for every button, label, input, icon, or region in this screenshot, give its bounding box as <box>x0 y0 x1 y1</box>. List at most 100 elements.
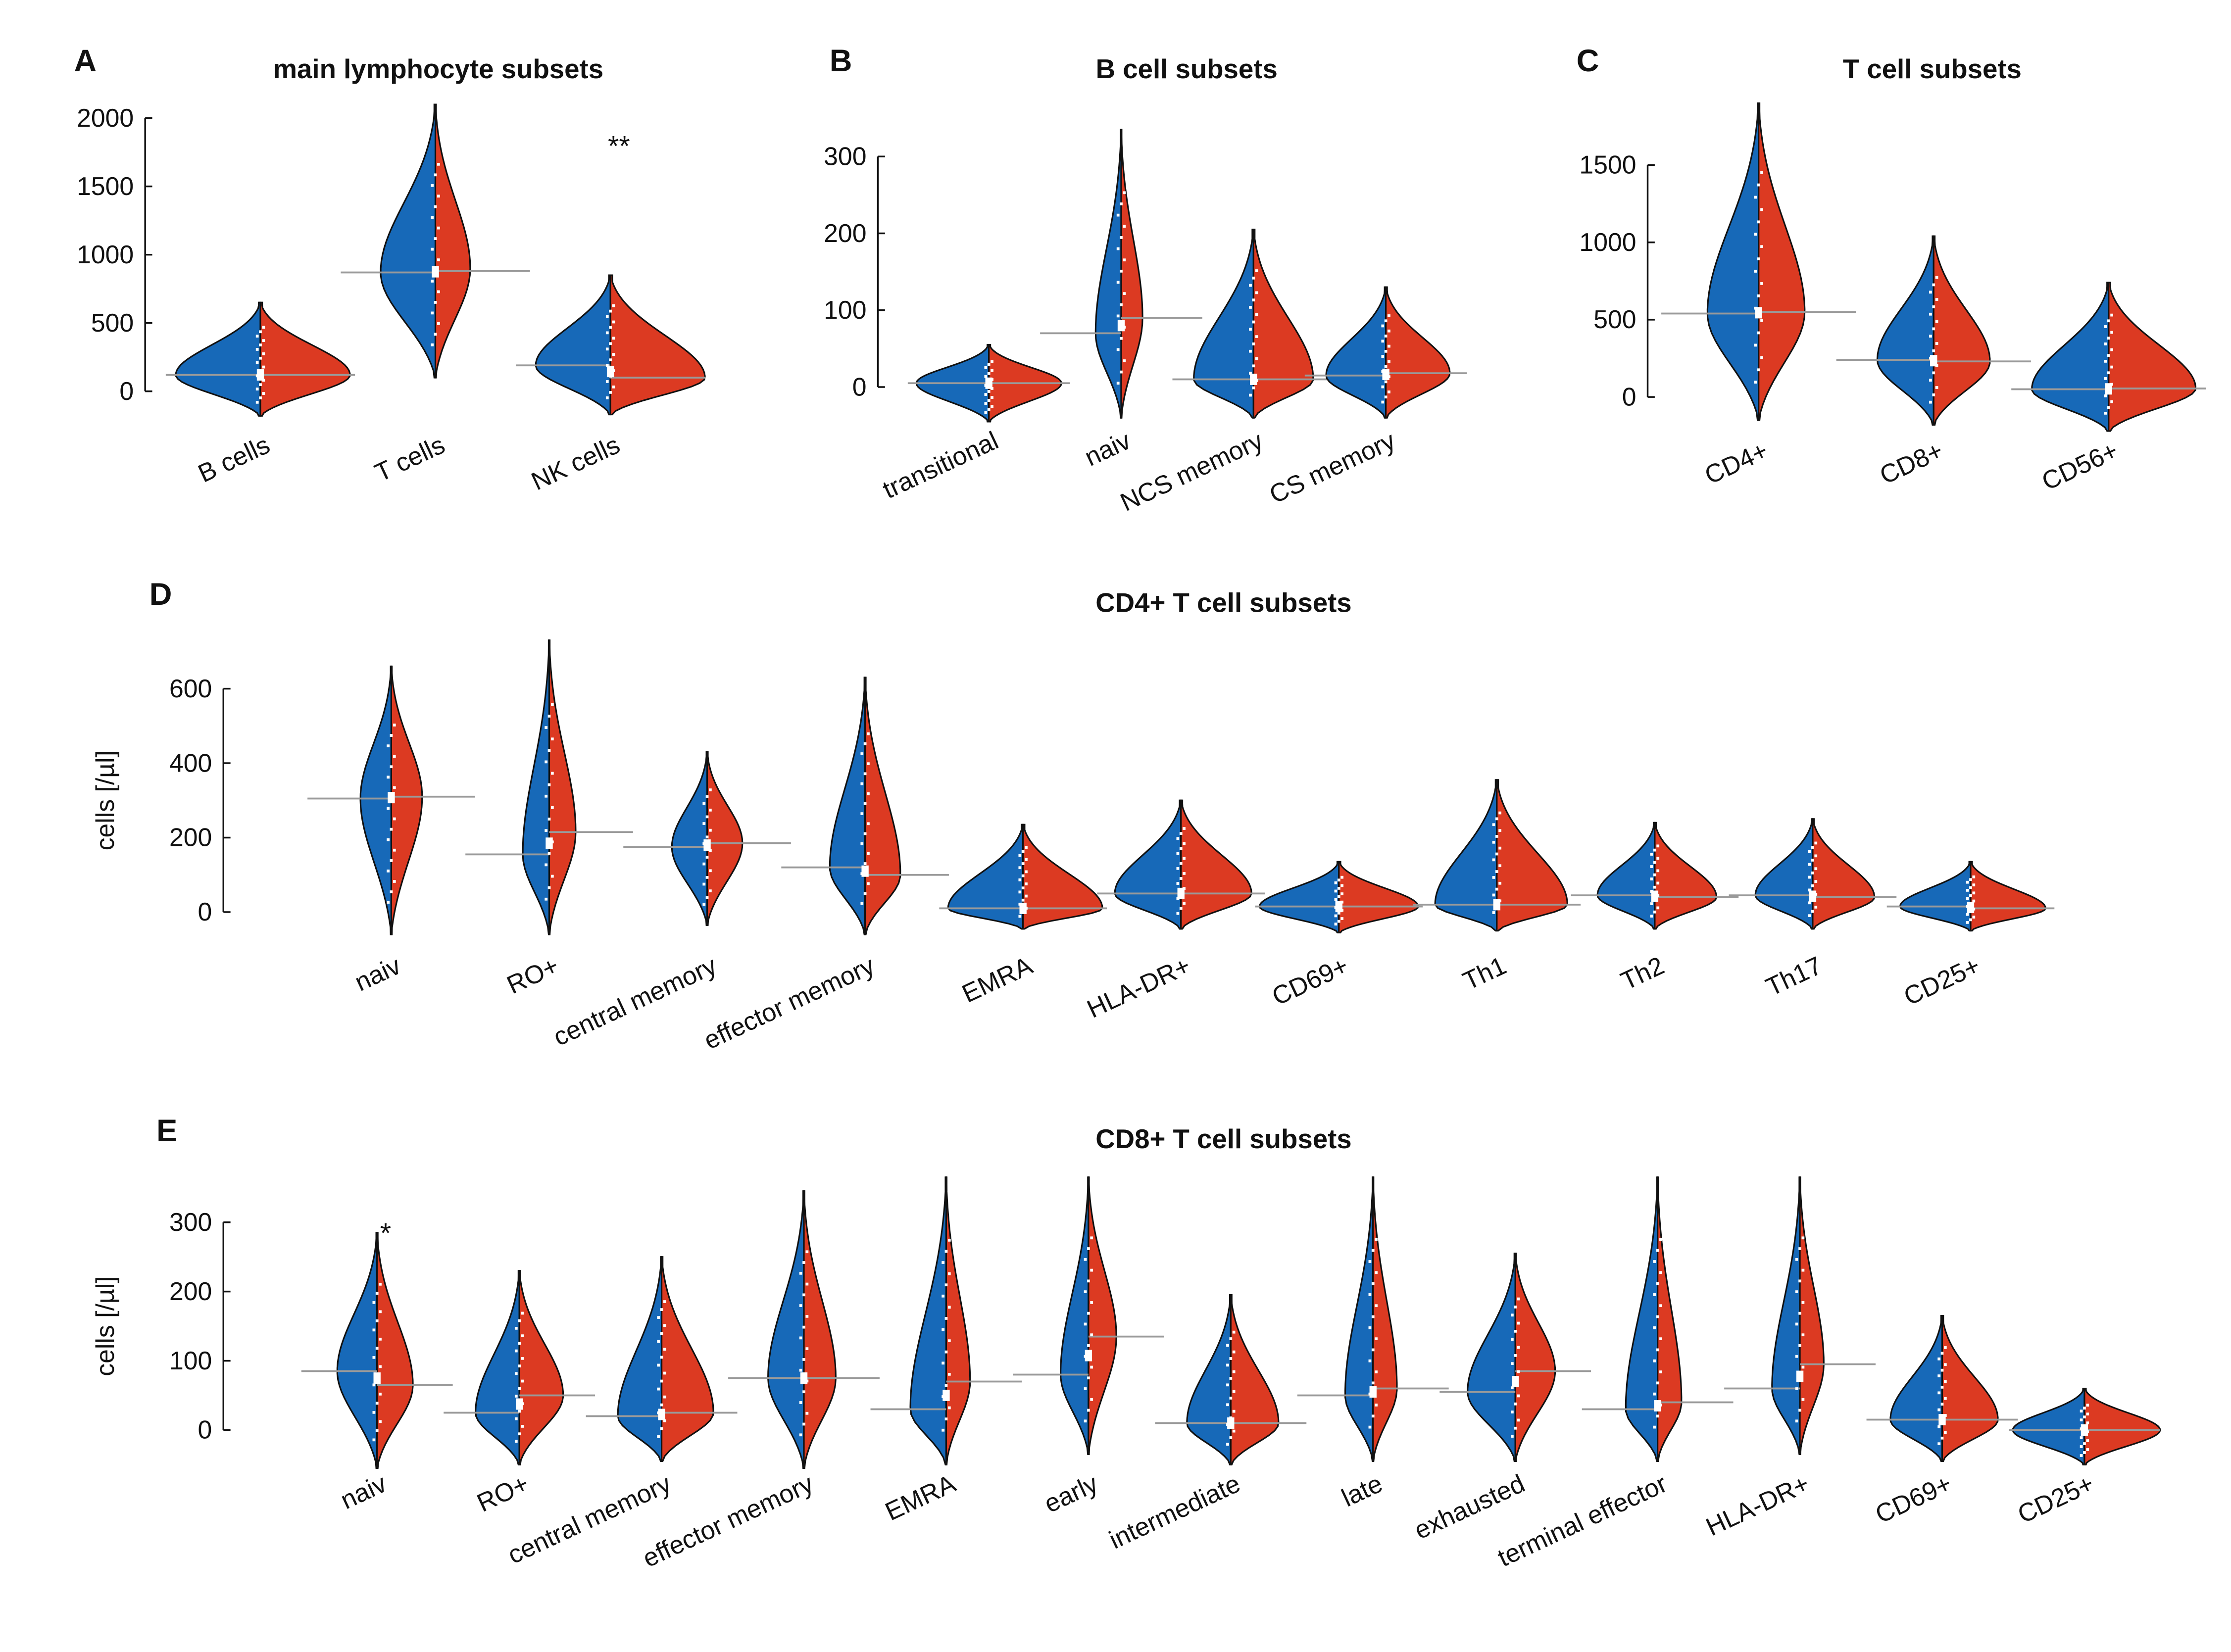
data-point <box>1760 319 1763 322</box>
violin-left-half <box>617 1256 663 1462</box>
data-point <box>1495 887 1498 891</box>
category-label: CD25+ <box>2013 1469 2098 1529</box>
data-point <box>605 331 609 335</box>
data-point <box>393 786 396 789</box>
data-point <box>1226 1403 1229 1407</box>
data-point <box>262 352 265 355</box>
data-point <box>1381 324 1385 328</box>
data-point <box>942 1428 945 1432</box>
data-point <box>545 829 548 832</box>
data-point <box>1123 258 1126 262</box>
median-marker <box>861 865 869 877</box>
data-point <box>709 889 712 892</box>
data-point <box>1754 381 1757 384</box>
data-point <box>1116 281 1120 284</box>
data-point <box>2104 342 2107 345</box>
data-point <box>1340 875 1343 879</box>
data-point <box>1760 171 1763 174</box>
data-point <box>393 848 396 852</box>
y-tick-label: 200 <box>169 1277 212 1306</box>
category-label: HLA-DR+ <box>1083 951 1194 1023</box>
violin-right-half <box>660 1256 714 1462</box>
y-tick-label: 0 <box>119 377 134 405</box>
data-point <box>375 1402 379 1405</box>
data-point <box>1801 1398 1805 1401</box>
violin-right-half <box>1496 779 1569 932</box>
data-point <box>2080 1436 2083 1439</box>
data-point <box>1653 1293 1656 1296</box>
data-point <box>799 1304 802 1307</box>
median-marker <box>1250 374 1257 386</box>
data-point <box>2086 1404 2089 1407</box>
data-point <box>1929 379 1932 382</box>
data-point <box>1757 368 1760 372</box>
violin-right-half <box>390 665 423 935</box>
y-tick-label: 200 <box>824 219 866 247</box>
data-point <box>1798 1409 1801 1412</box>
median-marker <box>658 1409 665 1420</box>
category-label: CS memory <box>1265 426 1399 509</box>
data-point <box>1375 1337 1378 1341</box>
median-marker <box>1177 887 1185 899</box>
data-point <box>609 342 612 345</box>
violin-left-half <box>535 274 611 416</box>
data-point <box>805 1282 809 1286</box>
data-point <box>1517 1297 1520 1301</box>
violin-left-half <box>1094 129 1122 419</box>
data-point <box>1116 382 1120 385</box>
data-point <box>514 1440 518 1443</box>
data-point <box>1757 220 1760 224</box>
data-point <box>1757 257 1760 260</box>
data-point <box>1340 892 1343 895</box>
data-point <box>612 337 615 340</box>
data-point <box>1255 269 1258 272</box>
data-point <box>1943 1363 1947 1366</box>
violin-intermediate <box>1155 1294 1307 1466</box>
data-point <box>609 390 612 394</box>
data-point <box>255 335 259 338</box>
data-point <box>387 744 390 747</box>
panel-title: CD4+ T cell subsets <box>1095 587 1351 618</box>
data-point <box>2086 1448 2089 1451</box>
data-point <box>1249 393 1252 397</box>
data-point <box>1650 902 1653 905</box>
category-label: effector memory <box>699 951 879 1055</box>
data-point <box>1498 829 1502 832</box>
data-point <box>1368 1359 1372 1362</box>
data-point <box>1801 1333 1805 1337</box>
median-marker <box>942 1390 950 1402</box>
data-point <box>259 356 262 360</box>
violin-right-half <box>548 639 577 935</box>
data-point <box>1754 233 1757 236</box>
data-point <box>2086 1412 2089 1416</box>
median-marker <box>373 1372 381 1384</box>
data-point <box>1795 1355 1798 1358</box>
data-point <box>393 724 396 727</box>
violin-cd56 <box>2011 282 2206 432</box>
data-point <box>1935 386 1938 389</box>
data-point <box>1943 1380 1947 1383</box>
data-point <box>1021 850 1025 853</box>
data-point <box>1375 1370 1378 1373</box>
data-point <box>434 301 437 304</box>
category-label: Th2 <box>1616 951 1668 995</box>
violin-cd8 <box>1836 235 2031 426</box>
violin-right-half <box>1338 861 1419 933</box>
data-point <box>709 828 712 832</box>
data-point <box>379 1282 382 1286</box>
data-point <box>1510 1313 1514 1317</box>
data-point <box>1937 1374 1941 1377</box>
data-point <box>1025 858 1028 861</box>
y-tick-label: 100 <box>169 1346 212 1375</box>
data-point <box>1176 867 1180 870</box>
violin-th2 <box>1571 822 1739 930</box>
data-point <box>1969 886 1972 889</box>
data-point <box>1084 1322 1087 1326</box>
data-point <box>1120 337 1123 340</box>
data-point <box>942 1261 945 1264</box>
data-point <box>987 399 991 402</box>
category-label: CD69+ <box>1268 951 1353 1011</box>
data-point <box>984 393 988 396</box>
data-point <box>1249 372 1252 375</box>
data-point <box>1255 313 1258 316</box>
